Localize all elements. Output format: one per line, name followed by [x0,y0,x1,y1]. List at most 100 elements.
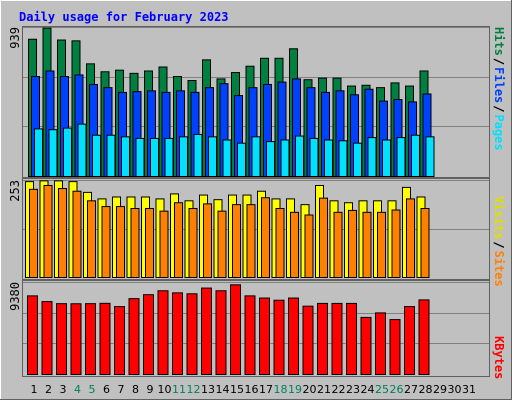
kbytes-bar [215,290,227,376]
legend-sep-2: / [492,105,506,112]
pages-bar [164,137,174,177]
x-axis-day-label: 14 [216,383,230,396]
pages-bar [411,134,420,178]
x-axis-day-label: 3 [60,383,67,396]
sites-bar [420,207,430,278]
kbytes-bar [288,297,299,375]
legend-files: Files [492,67,506,103]
x-axis-day-label: 25 [375,383,389,396]
kbytes-bar [114,306,125,375]
legend-sep-1: / [492,58,506,65]
kbytes-bar [186,293,198,375]
x-axis-day-label: 28 [419,383,433,396]
x-axis-day-label: 23 [346,383,360,396]
sites-bar [101,206,111,279]
legend-kbytes: KBytes [492,336,506,379]
sites-bar [377,211,386,278]
pages-bar [106,134,116,178]
x-axis-day-label: 7 [118,383,125,396]
pages-bar [77,123,87,177]
kbytes-bar [99,302,111,376]
pages-bar [193,133,203,178]
sites-bar [145,207,154,278]
pages-bar [266,141,275,177]
sites-bar [406,198,415,279]
pages-bar [309,137,319,177]
x-axis-day-label: 27 [404,383,418,396]
x-axis-day-label: 11 [172,383,186,396]
kbytes-bar [70,303,82,375]
x-axis-day-label: 21 [317,383,331,396]
x-axis-day-label: 8 [132,383,139,396]
panel3-legend: KBytes [492,336,506,379]
legend-pages: Pages [492,115,506,151]
kbytes-bar [41,301,53,376]
kbytes-bar [244,295,256,375]
x-axis-day-label: 18 [274,383,288,396]
kbytes-bar [27,295,38,375]
sites-bar [391,209,401,279]
sites-bar [203,203,212,278]
x-axis-day-label: 29 [433,383,447,396]
svg-text:Visits/Sites: Visits / Sites [492,196,506,287]
kbytes-bar [273,299,285,376]
pages-bar [353,142,362,178]
sites-bar [116,206,125,279]
kbytes-bar [331,302,343,375]
kbytes-bar [201,287,212,376]
sites-bar [188,207,198,278]
sites-bar [87,200,96,278]
x-axis-labels: 1 2 3 4 5 6 7 8 9 10 11 12 13 14 15 16 17 18 19 20 21 22 23 24 2… [31,383,477,396]
x-axis-day-label: 24 [361,383,375,396]
kbytes-bar [128,298,140,375]
x-axis-day-label: 26 [390,383,404,396]
sites-bar [333,211,343,278]
pages-bar [396,137,406,177]
x-axis-day-label: 17 [259,383,273,396]
x-axis-day-label: 16 [245,383,259,396]
sites-bar [72,190,82,279]
x-axis-day-label: 6 [103,383,110,396]
sites-bar [232,204,241,278]
x-axis-day-label: 5 [89,383,96,396]
kbytes-bar [346,302,357,375]
legend-hits: Hits [492,27,506,56]
sites-bar [348,209,357,278]
pages-bar [92,134,101,178]
pages-bar [150,137,159,177]
x-axis-day-label: 9 [147,383,154,396]
pages-bar [121,136,130,177]
x-axis-day-label: 22 [332,383,346,396]
kbytes-bar [302,305,314,375]
sites-bar [29,188,38,278]
sites-bar [304,214,314,279]
kbytes-bar [230,284,241,375]
pages-bar [324,139,333,177]
sites-bar [261,197,270,278]
pages-bar [179,136,188,177]
pages-bar [135,137,145,177]
bars [25,27,435,376]
kbytes-bar [317,302,328,375]
pages-bar [382,139,391,177]
x-axis-day-label: 19 [288,383,302,396]
pages-bar [63,127,72,177]
visits-ymax-label: 253 [8,180,22,202]
kbytes-bar [389,319,401,376]
pages-bar [48,129,58,177]
pages-bar [237,142,246,178]
pages-bar [280,139,290,177]
pages-bar [251,136,261,177]
kbytes-bar [172,292,183,375]
legend-sites: Sites [492,251,506,287]
hits-ymax-label: 939 [8,27,22,49]
legend-sep-3: / [492,241,506,248]
kbytes-bar [157,290,169,376]
x-axis-day-label: 10 [158,383,172,396]
pages-bar [367,137,377,177]
sites-bar [275,207,285,278]
kbytes-bar [404,306,415,375]
sites-bar [159,210,169,278]
kbytes-bar [418,299,430,375]
